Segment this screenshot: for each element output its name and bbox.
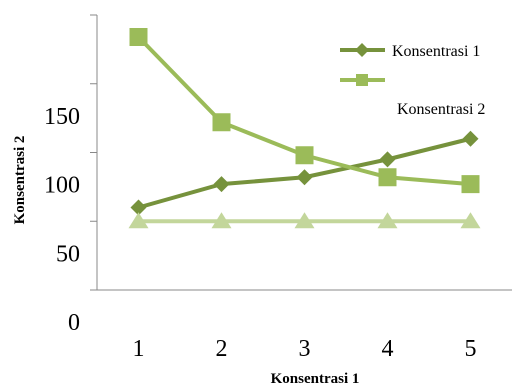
legend-label-series-1: Konsentrasi 1 xyxy=(392,43,480,60)
series-2-point xyxy=(461,175,480,194)
x-tick-label: 1 xyxy=(133,336,145,362)
y-tick-label: 0 xyxy=(68,310,80,336)
series-3-point xyxy=(294,212,315,229)
series-1-point xyxy=(462,130,479,147)
series-3-point xyxy=(211,212,232,229)
y-axis-title: Konsentrasi 2 xyxy=(12,136,28,225)
series-1-point xyxy=(379,151,396,168)
series-2-point xyxy=(129,28,148,46)
series-layer xyxy=(128,28,481,229)
series-3-point xyxy=(128,212,149,229)
y-tick-label: 100 xyxy=(44,173,80,199)
series-3-point xyxy=(377,212,398,229)
series-2-point xyxy=(378,168,397,187)
y-tick-label: 150 xyxy=(44,104,80,130)
series-1-point xyxy=(130,199,147,216)
x-tick-label: 2 xyxy=(216,336,228,362)
x-tick-label: 5 xyxy=(465,336,477,362)
series-2-point xyxy=(295,146,314,165)
legend: Konsentrasi 1 Konsentrasi 2 xyxy=(340,43,485,118)
series-2-point xyxy=(212,113,231,132)
x-tick-labels: 1 2 3 4 5 xyxy=(133,336,477,362)
legend-marker-square xyxy=(356,74,368,86)
x-axis-title: Konsentrasi 1 xyxy=(271,371,360,385)
x-tick-label: 4 xyxy=(382,336,394,362)
series-1-point xyxy=(213,176,230,193)
legend-label-series-3: Konsentrasi 2 xyxy=(397,101,485,118)
series-1-point xyxy=(296,169,313,186)
y-tick-label: 50 xyxy=(56,241,80,267)
y-tick-labels: 0 50 100 150 xyxy=(44,14,97,336)
series-3-point xyxy=(460,212,481,229)
x-tick-label: 3 xyxy=(299,336,311,362)
legend-marker-diamond xyxy=(355,43,369,57)
